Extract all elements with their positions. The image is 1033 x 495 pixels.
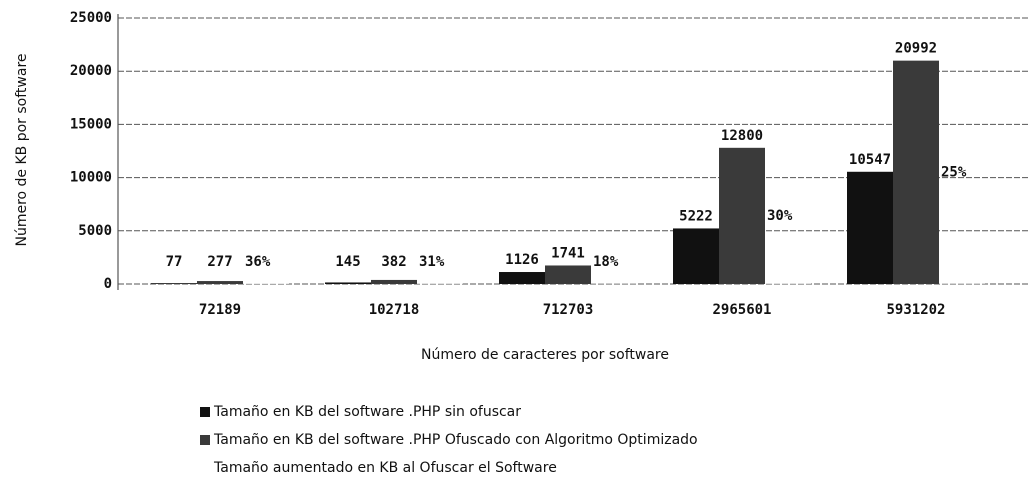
x-tick-label: 5931202: [886, 302, 945, 318]
y-tick-label: 20000: [70, 63, 112, 79]
y-tick-label: 15000: [70, 116, 112, 132]
data-label: 20992: [895, 41, 937, 57]
x-tick-label: 72189: [199, 302, 241, 318]
bar: [371, 279, 417, 284]
data-label: 5222: [679, 208, 713, 224]
data-label: 36%: [245, 254, 271, 270]
bar: [847, 171, 893, 284]
y-tick-label: 10000: [70, 170, 112, 186]
data-label: 31%: [419, 254, 445, 270]
legend-label: Tamaño en KB del software .PHP Ofuscado …: [213, 432, 698, 448]
legend-label: Tamaño en KB del software .PHP sin ofusc…: [213, 404, 521, 420]
bar: [545, 265, 591, 284]
legend-swatch: [200, 407, 210, 417]
data-label: 382: [381, 254, 406, 270]
data-label: 1126: [505, 252, 539, 268]
data-label: 25%: [941, 164, 967, 180]
bar: [719, 147, 765, 284]
data-label: 30%: [767, 208, 793, 224]
y-tick-label: 5000: [78, 223, 112, 239]
legend-swatch: [200, 435, 210, 445]
bar: [197, 281, 243, 284]
bar: [673, 228, 719, 284]
x-tick-label: 2965601: [712, 302, 771, 318]
legend-swatch: [200, 463, 210, 473]
y-axis-label: Número de KB por software: [14, 53, 30, 246]
bar: [499, 272, 545, 284]
x-tick-label: 712703: [543, 302, 594, 318]
data-label: 77: [166, 254, 183, 270]
data-label: 145: [335, 254, 360, 270]
legend-label: Tamaño aumentado en KB al Ofuscar el Sof…: [213, 460, 557, 476]
x-tick-label: 102718: [369, 302, 420, 318]
data-label: 18%: [593, 254, 619, 270]
data-label: 10547: [849, 152, 891, 168]
y-tick-label: 25000: [70, 10, 112, 26]
data-label: 12800: [721, 128, 763, 144]
bar: [893, 60, 939, 285]
data-label: 1741: [551, 245, 585, 261]
x-axis-label: Número de caracteres por software: [421, 347, 669, 363]
data-label: 277: [207, 254, 232, 270]
bar: [151, 283, 197, 284]
bar: [325, 282, 371, 284]
y-tick-label: 0: [104, 276, 112, 292]
